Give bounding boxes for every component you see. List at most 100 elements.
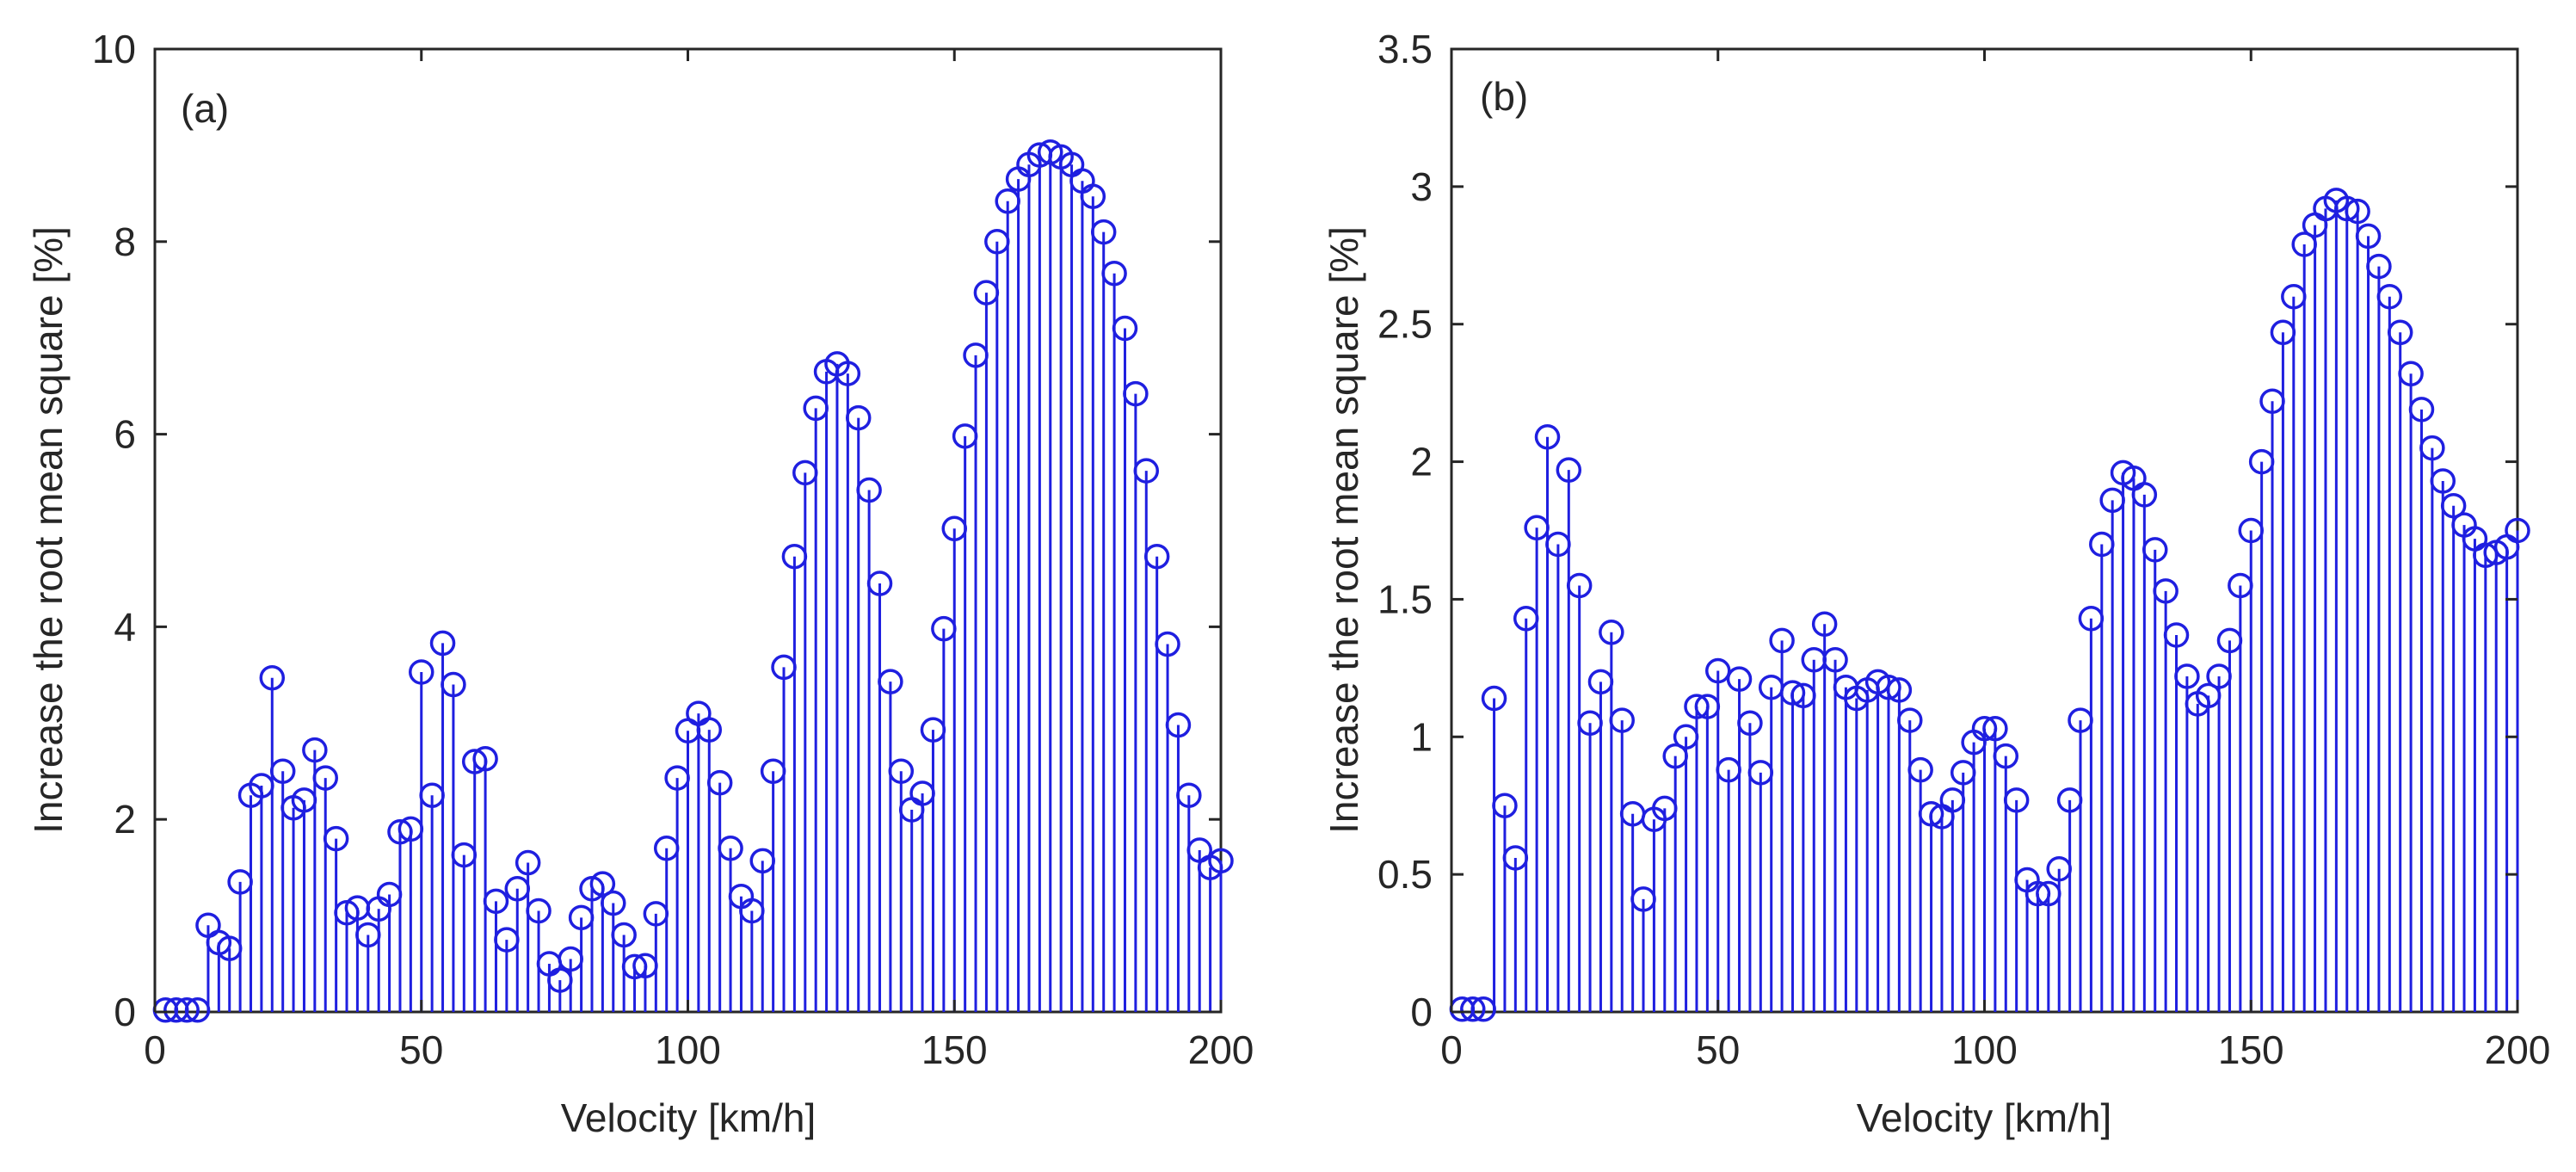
stem-marker bbox=[1876, 674, 1901, 700]
chart-panel-b: 0 50 100 150 200 0 0.5 1 1.5 2 2.5 3 3.5 (b) Veloci… bbox=[1322, 27, 2550, 1140]
stem-marker bbox=[878, 669, 903, 694]
stem-marker bbox=[1609, 707, 1635, 733]
stem-marker bbox=[1080, 183, 1106, 209]
stem-marker bbox=[2153, 578, 2179, 604]
stem-marker bbox=[1769, 627, 1795, 654]
stem-marker bbox=[718, 836, 743, 861]
x-axis-label-b: Velocity [km/h] bbox=[1857, 1095, 2112, 1140]
x-tick-label: 150 bbox=[921, 1027, 988, 1072]
stem-marker bbox=[2131, 482, 2158, 508]
stem-marker bbox=[409, 659, 434, 685]
stem-marker bbox=[1886, 677, 1913, 703]
x-tick-label: 0 bbox=[1440, 1027, 1463, 1072]
y-tick-label: 1.5 bbox=[1377, 577, 1433, 621]
stem-marker bbox=[1492, 793, 1518, 818]
stem-marker bbox=[1566, 572, 1593, 599]
stem-marker bbox=[2408, 397, 2435, 423]
stem-marker bbox=[2334, 195, 2360, 222]
y-tick-label: 0.5 bbox=[1377, 852, 1433, 897]
stem-marker bbox=[2163, 622, 2190, 648]
panel-label-a: (a) bbox=[181, 86, 229, 131]
y-tick-label: 10 bbox=[92, 27, 136, 71]
stem-marker bbox=[2398, 361, 2424, 387]
stem-marker bbox=[1155, 631, 1180, 657]
stem-marker bbox=[2387, 319, 2413, 346]
y-tick-label: 2.5 bbox=[1377, 302, 1433, 347]
y-tick-label: 2 bbox=[1410, 440, 1433, 484]
x-tick-label: 0 bbox=[144, 1027, 166, 1072]
x-tick-label: 200 bbox=[2485, 1027, 2551, 1072]
stem-marker bbox=[1779, 680, 1806, 706]
stem-marker bbox=[2355, 223, 2382, 250]
stem-marker bbox=[2366, 253, 2392, 280]
stem-marker bbox=[1123, 380, 1149, 407]
stem-marker bbox=[1811, 611, 1838, 637]
y-tick-label: 6 bbox=[114, 412, 136, 457]
stem-marker bbox=[2376, 283, 2403, 310]
x-tick-label: 100 bbox=[1951, 1027, 2018, 1072]
y-tick-label: 1 bbox=[1410, 714, 1433, 759]
stem-marker bbox=[2505, 517, 2530, 544]
y-ticks-a: 0 2 4 6 8 10 bbox=[92, 27, 1221, 1034]
stem-marker bbox=[601, 890, 626, 916]
stem-marker bbox=[1112, 315, 1138, 342]
x-tick-label: 200 bbox=[1188, 1027, 1254, 1072]
stem-marker bbox=[472, 745, 498, 772]
stem-marker bbox=[1208, 848, 1234, 874]
stem-marker bbox=[888, 758, 915, 784]
stem-marker bbox=[1993, 743, 2019, 769]
stem-marker bbox=[515, 849, 541, 876]
stem-marker bbox=[1090, 219, 1117, 245]
stem-marker bbox=[856, 477, 882, 503]
stem-marker bbox=[1726, 666, 1753, 692]
stem-marker bbox=[259, 664, 286, 691]
stem-marker bbox=[1599, 620, 1624, 645]
y-tick-label: 3.5 bbox=[1377, 27, 1433, 71]
stem-marker bbox=[1133, 458, 1160, 484]
stem-marker bbox=[1165, 712, 1192, 738]
stem-marker bbox=[323, 825, 349, 852]
stem-marker bbox=[1982, 715, 2008, 742]
stem-marker bbox=[1822, 647, 1848, 673]
chart-panel-a: 0 50 100 150 200 0 2 4 6 8 10 (a) Velocity [km/h]… bbox=[26, 27, 1254, 1140]
stem-marker bbox=[589, 871, 616, 897]
stem-marker bbox=[2419, 435, 2445, 461]
stem-marker bbox=[866, 571, 893, 596]
y-ticks-b: 0 0.5 1 1.5 2 2.5 3 3.5 bbox=[1377, 27, 2517, 1034]
x-ticks-a: 0 50 100 150 200 bbox=[144, 49, 1254, 1072]
stem-marker bbox=[1101, 260, 1127, 287]
stem-series-a bbox=[152, 139, 1234, 1023]
x-tick-label: 50 bbox=[1696, 1027, 1740, 1072]
stem-marker bbox=[2440, 492, 2467, 519]
x-tick-label: 100 bbox=[655, 1027, 721, 1072]
stem-marker bbox=[1556, 457, 1582, 483]
y-tick-label: 0 bbox=[1410, 990, 1433, 1034]
stem-marker bbox=[2430, 468, 2456, 494]
stem-marker bbox=[1176, 782, 1202, 808]
stem-marker bbox=[2174, 663, 2200, 689]
stem-marker bbox=[269, 758, 296, 784]
y-tick-label: 8 bbox=[114, 219, 136, 264]
stem-marker bbox=[1907, 756, 1933, 783]
y-tick-label: 3 bbox=[1410, 164, 1433, 209]
stem-marker bbox=[845, 404, 872, 431]
stem-marker bbox=[441, 671, 466, 698]
stem-marker bbox=[1481, 685, 1507, 712]
stem-marker bbox=[1897, 707, 1923, 733]
stem-marker bbox=[1737, 710, 1763, 737]
stem-marker bbox=[2345, 198, 2370, 225]
stem-marker bbox=[302, 737, 328, 763]
y-tick-label: 2 bbox=[114, 797, 136, 842]
stem-marker bbox=[611, 922, 637, 948]
x-ticks-b: 0 50 100 150 200 bbox=[1440, 49, 2550, 1072]
stem-marker bbox=[1534, 424, 1561, 450]
x-tick-label: 50 bbox=[399, 1027, 443, 1072]
stem-marker bbox=[2003, 787, 2030, 813]
x-tick-label: 150 bbox=[2218, 1027, 2284, 1072]
stem-marker bbox=[526, 898, 552, 924]
stem-marker bbox=[1705, 657, 1731, 684]
y-axis-label-b: Increase the root mean square [%] bbox=[1322, 226, 1366, 834]
stem-marker bbox=[2142, 537, 2168, 563]
stem-marker bbox=[706, 769, 733, 796]
